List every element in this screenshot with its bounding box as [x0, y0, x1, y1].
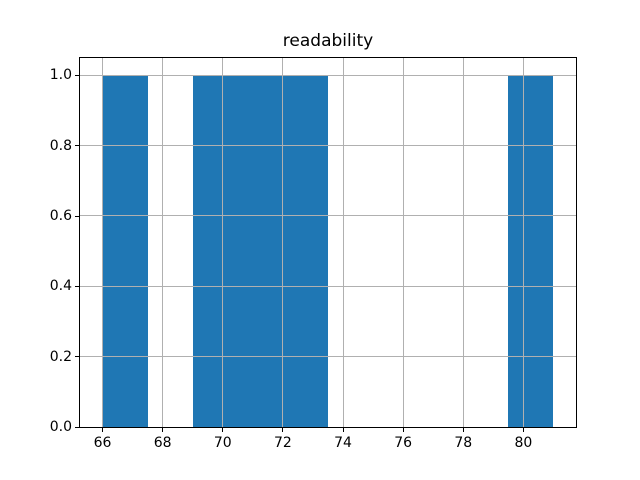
y-tick-label: 0.8 [49, 137, 72, 154]
x-tick [522, 427, 524, 433]
x-gridline [522, 57, 524, 428]
y-tick [75, 215, 80, 217]
x-tick [162, 427, 164, 433]
y-gridline [80, 285, 576, 287]
x-gridline [462, 57, 464, 428]
x-tick-label: 66 [93, 435, 112, 452]
x-gridline [222, 57, 224, 428]
x-tick [102, 427, 104, 433]
x-tick-label: 68 [153, 435, 172, 452]
x-gridline [282, 57, 284, 428]
y-tick [75, 426, 80, 428]
y-gridline [80, 356, 576, 358]
histogram-bar [282, 75, 328, 428]
y-tick [75, 74, 80, 76]
x-tick [462, 427, 464, 433]
x-tick-label: 70 [213, 435, 232, 452]
bars-layer [80, 58, 576, 428]
y-gridline [80, 215, 576, 217]
y-gridline [80, 426, 576, 428]
y-tick-label: 0.6 [49, 208, 72, 224]
y-tick-label: 1.0 [49, 67, 72, 84]
y-tick [75, 356, 80, 358]
y-gridline [80, 145, 576, 147]
y-tick-label: 0.0 [49, 419, 72, 436]
x-tick [342, 427, 344, 433]
histogram-bar [192, 75, 238, 428]
histogram-bar [508, 75, 554, 428]
x-tick [282, 427, 284, 433]
x-tick-label: 78 [454, 435, 473, 452]
x-tick-label: 80 [514, 435, 533, 452]
x-gridline [162, 57, 164, 428]
plot-area [79, 56, 577, 429]
y-tick [75, 285, 80, 287]
histogram-bar [237, 75, 283, 428]
y-tick-label: 0.4 [49, 278, 72, 295]
x-tick [222, 427, 224, 433]
y-gridline [80, 74, 576, 76]
y-tick [75, 145, 80, 147]
x-tick-label: 74 [334, 435, 352, 452]
y-tick-label: 0.2 [49, 348, 72, 365]
histogram-bar [102, 75, 148, 428]
x-tick [402, 427, 404, 433]
x-tick-label: 76 [394, 435, 413, 452]
x-gridline [402, 57, 404, 428]
x-tick-label: 72 [273, 435, 292, 452]
x-gridline [102, 57, 104, 428]
x-gridline [342, 57, 344, 428]
chart-title: readability [282, 31, 374, 51]
grid-layer [80, 57, 576, 428]
